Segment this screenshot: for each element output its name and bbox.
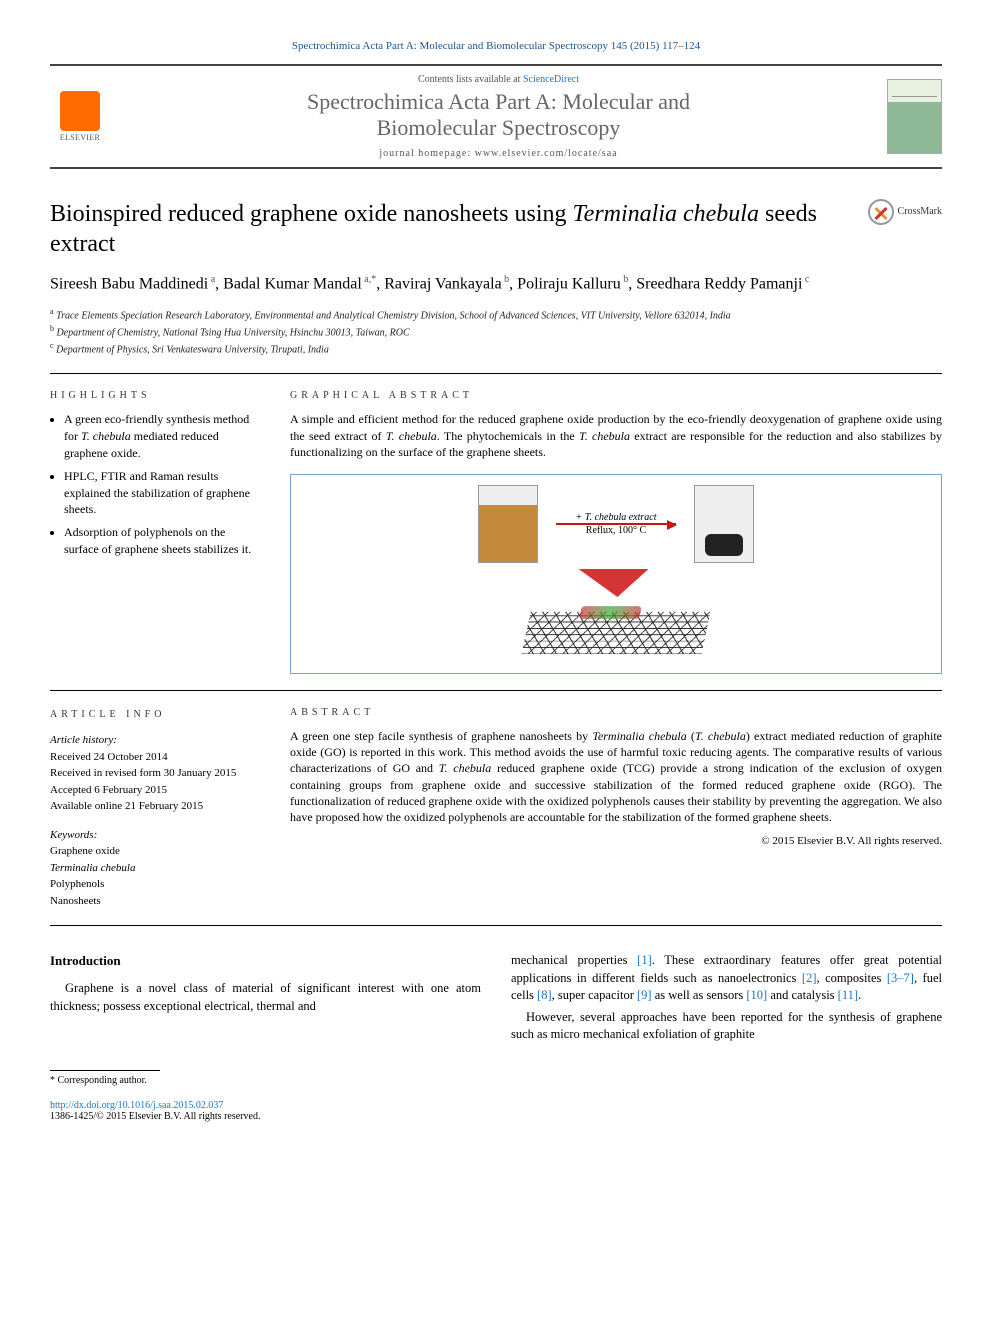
ga-text: A simple and efficient method for the re… xyxy=(290,411,942,460)
journal-header: ELSEVIER Contents lists available at Sci… xyxy=(50,64,942,169)
history-item: Accepted 6 February 2015 xyxy=(50,782,260,799)
article-info-label: ARTICLE INFO xyxy=(50,707,260,722)
body-columns: Introduction Graphene is a novel class o… xyxy=(50,952,942,1044)
journal-name: Spectrochimica Acta Part A: Molecular an… xyxy=(122,89,875,142)
abstract-copyright: © 2015 Elsevier B.V. All rights reserved… xyxy=(290,835,942,847)
body-col-left: Introduction Graphene is a novel class o… xyxy=(50,952,481,1044)
article-info-block: ARTICLE INFO Article history: Received 2… xyxy=(50,707,260,909)
keyword: Graphene oxide xyxy=(50,843,260,860)
sciencedirect-link[interactable]: ScienceDirect xyxy=(523,74,579,85)
graphene-sheet-icon xyxy=(521,612,710,654)
arrow-label-top: + T. chebula extract xyxy=(576,512,657,523)
journal-homepage: journal homepage: www.elsevier.com/locat… xyxy=(122,148,875,159)
highlights-list: A green eco-friendly synthesis method fo… xyxy=(50,411,260,557)
page-footer: * Corresponding author. http://dx.doi.or… xyxy=(50,1070,942,1122)
body-para: mechanical properties [1]. These extraor… xyxy=(511,952,942,1005)
keyword: Polyphenols xyxy=(50,876,260,893)
title-part1: Bioinspired reduced graphene oxide nanos… xyxy=(50,201,573,227)
publisher-name: ELSEVIER xyxy=(60,133,100,142)
crossmark-icon xyxy=(868,199,894,225)
body-para: Graphene is a novel class of material of… xyxy=(50,980,481,1015)
keywords-label: Keywords: xyxy=(50,827,260,844)
journal-cover-thumb xyxy=(887,79,942,154)
highlight-item: Adsorption of polyphenols on the surface… xyxy=(64,524,260,558)
title-italic: Terminalia chebula xyxy=(573,201,759,227)
article-title: Bioinspired reduced graphene oxide nanos… xyxy=(50,199,854,259)
author-list: Sireesh Babu Maddinedi a, Badal Kumar Ma… xyxy=(50,273,942,296)
history-label: Article history: xyxy=(50,732,260,749)
contents-available-line: Contents lists available at ScienceDirec… xyxy=(122,74,875,85)
contents-prefix: Contents lists available at xyxy=(418,74,523,85)
beaker-brown-icon xyxy=(478,485,538,563)
arrow-down-wrap xyxy=(301,569,931,597)
beaker-product-icon xyxy=(694,485,754,563)
history-item: Available online 21 February 2015 xyxy=(50,798,260,815)
header-center: Contents lists available at ScienceDirec… xyxy=(122,74,875,159)
highlight-item: A green eco-friendly synthesis method fo… xyxy=(64,411,260,461)
arrow-line-icon xyxy=(556,523,676,525)
elsevier-logo: ELSEVIER xyxy=(50,81,110,151)
corresponding-author-note: * Corresponding author. xyxy=(50,1075,942,1086)
affiliation-c: c Department of Physics, Sri Venkateswar… xyxy=(50,340,942,357)
ga-label: GRAPHICAL ABSTRACT xyxy=(290,390,942,401)
abstract-text: A green one step facile synthesis of gra… xyxy=(290,728,942,825)
footnote-rule xyxy=(50,1070,160,1071)
highlight-item: HPLC, FTIR and Raman results explained t… xyxy=(64,468,260,518)
body-col-right: mechanical properties [1]. These extraor… xyxy=(511,952,942,1044)
body-para: However, several approaches have been re… xyxy=(511,1009,942,1044)
intro-heading: Introduction xyxy=(50,952,481,970)
crossmark-label: CrossMark xyxy=(898,206,942,217)
highlights-label: HIGHLIGHTS xyxy=(50,390,260,401)
info-abstract-row: ARTICLE INFO Article history: Received 2… xyxy=(50,707,942,909)
affiliation-b: b Department of Chemistry, National Tsin… xyxy=(50,323,942,340)
arrow-label-bottom: Reflux, 100° C xyxy=(586,525,646,536)
divider xyxy=(50,690,942,691)
affiliation-a: a Trace Elements Speciation Research Lab… xyxy=(50,306,942,323)
highlights-block: HIGHLIGHTS A green eco-friendly synthesi… xyxy=(50,390,260,674)
divider xyxy=(50,373,942,374)
highlights-ga-row: HIGHLIGHTS A green eco-friendly synthesi… xyxy=(50,390,942,674)
keyword: Terminalia chebula xyxy=(50,860,260,877)
issn-line: 1386-1425/© 2015 Elsevier B.V. All right… xyxy=(50,1111,942,1122)
abstract-label: ABSTRACT xyxy=(290,707,942,718)
elsevier-tree-icon xyxy=(60,91,100,131)
abstract-block: ABSTRACT A green one step facile synthes… xyxy=(290,707,942,909)
arrow-diagonal-icon xyxy=(547,569,648,597)
reaction-arrow: + T. chebula extract Reflux, 100° C xyxy=(556,512,676,536)
journal-name-line1: Spectrochimica Acta Part A: Molecular an… xyxy=(307,89,690,114)
ga-figure: + T. chebula extract Reflux, 100° C xyxy=(290,474,942,674)
keyword: Nanosheets xyxy=(50,893,260,910)
divider xyxy=(50,925,942,926)
crossmark-badge[interactable]: CrossMark xyxy=(868,199,942,225)
journal-name-line2: Biomolecular Spectroscopy xyxy=(377,115,621,140)
affiliations: a Trace Elements Speciation Research Lab… xyxy=(50,306,942,358)
doi-link[interactable]: http://dx.doi.org/10.1016/j.saa.2015.02.… xyxy=(50,1100,223,1111)
history-item: Received in revised form 30 January 2015 xyxy=(50,765,260,782)
history-item: Received 24 October 2014 xyxy=(50,749,260,766)
citation-bar: Spectrochimica Acta Part A: Molecular an… xyxy=(50,40,942,52)
ga-figure-top-row: + T. chebula extract Reflux, 100° C xyxy=(478,485,754,563)
graphical-abstract-block: GRAPHICAL ABSTRACT A simple and efficien… xyxy=(290,390,942,674)
